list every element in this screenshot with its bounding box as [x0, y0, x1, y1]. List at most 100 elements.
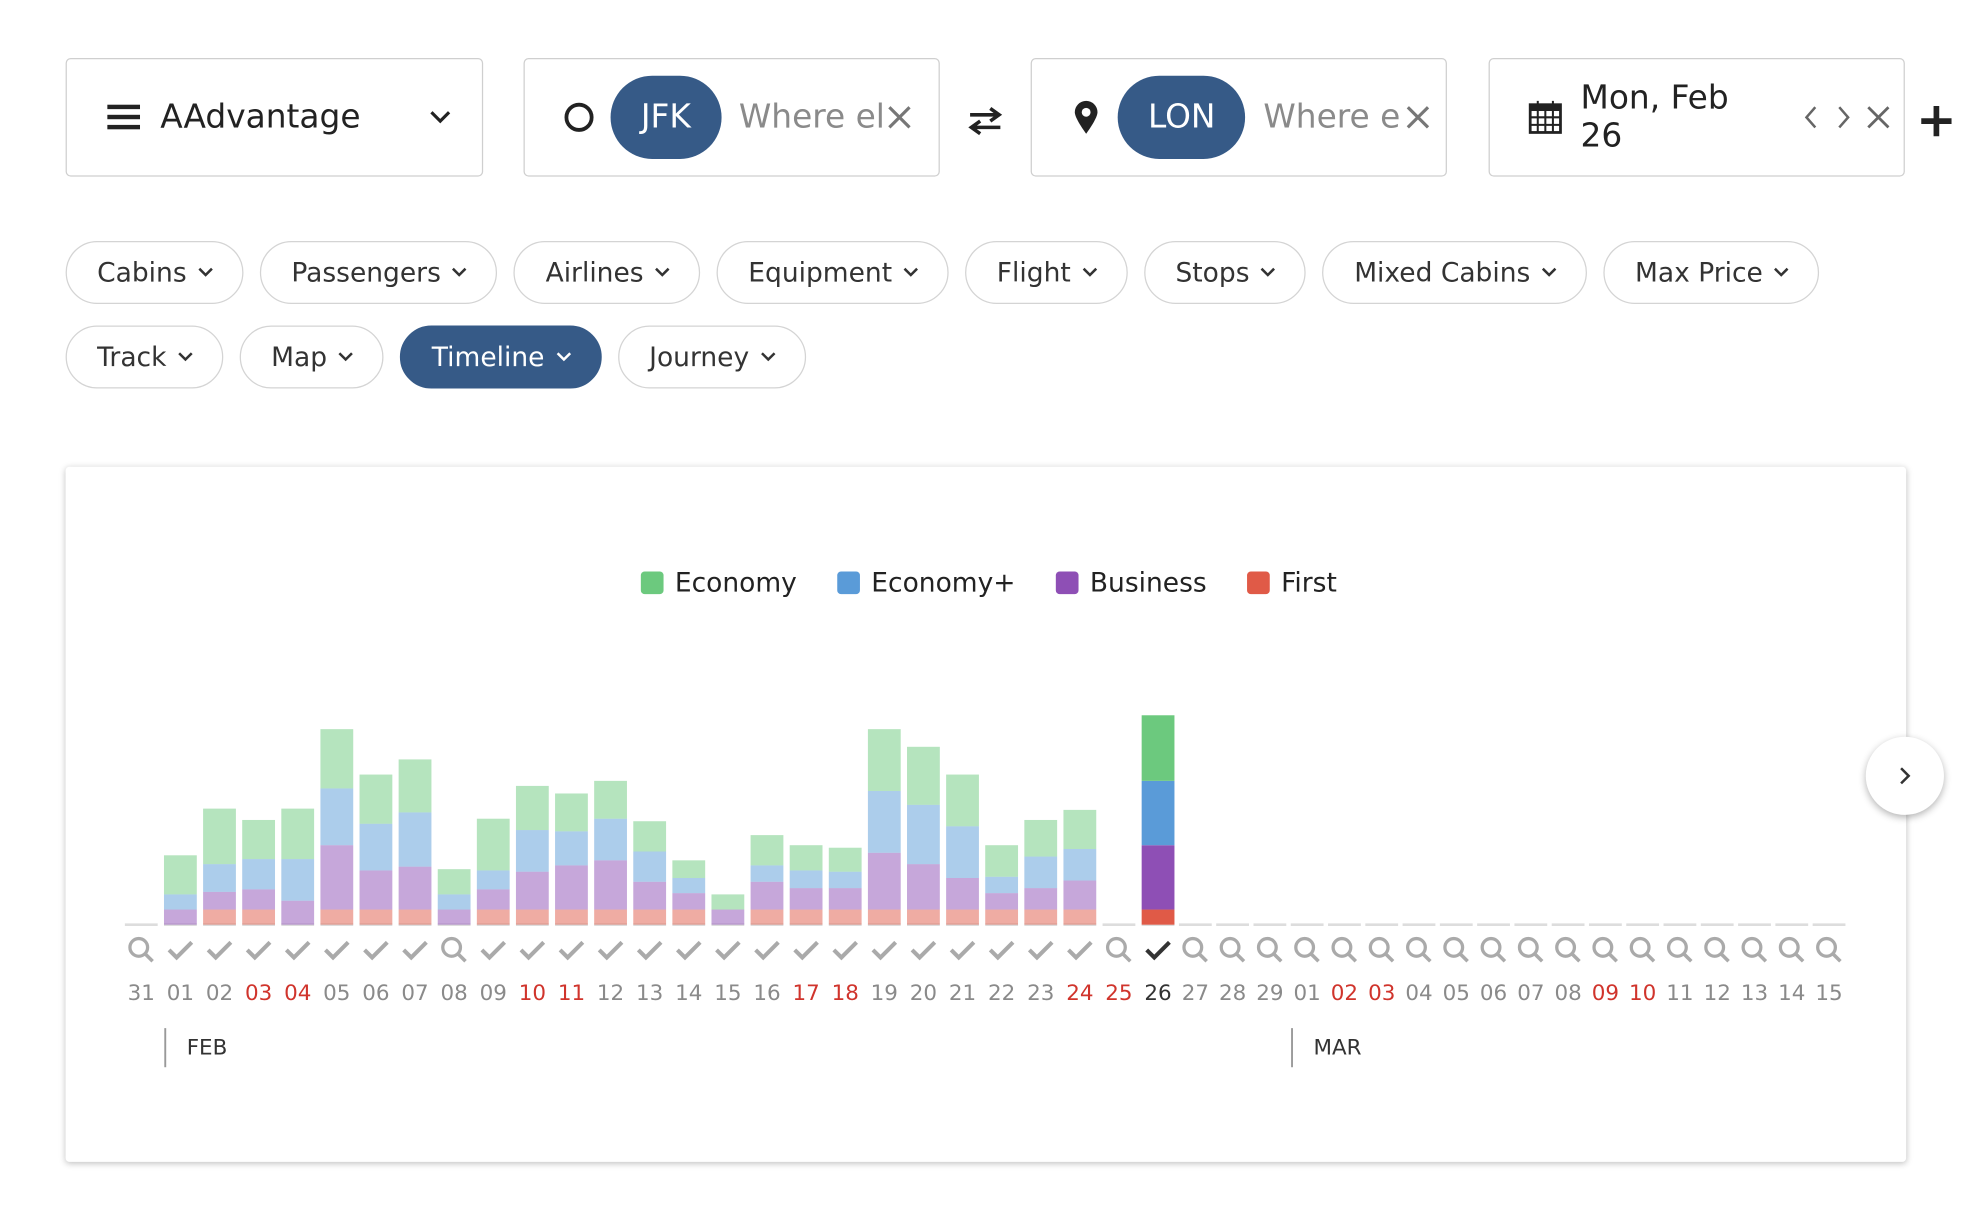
search-handle	[1384, 952, 1395, 963]
calendar-icon	[1528, 100, 1562, 134]
search-icon	[1517, 936, 1539, 958]
bar-segment	[750, 881, 784, 910]
bar-segment	[946, 774, 979, 827]
bar-segment	[594, 780, 627, 819]
clear-icon[interactable]	[1405, 105, 1430, 130]
search-icon	[1592, 936, 1614, 958]
bar-segment	[985, 893, 1019, 910]
day-icon	[1368, 936, 1395, 963]
filter-pill[interactable]: Map	[239, 325, 384, 389]
day-label: 12	[597, 981, 624, 1006]
bar-segment	[398, 812, 432, 867]
month-label: FEB	[187, 1035, 228, 1060]
legend-swatch	[640, 571, 664, 595]
chevron	[1774, 267, 1789, 277]
next-button[interactable]	[1865, 736, 1944, 815]
bar-segment	[633, 909, 667, 925]
day-icon	[636, 940, 663, 961]
bar-segment	[1063, 809, 1097, 849]
clear-icon[interactable]	[887, 105, 912, 130]
destination-placeholder: Where e	[1263, 98, 1401, 137]
filter-pill[interactable]: Stops	[1143, 240, 1307, 305]
bar-segment	[437, 909, 471, 925]
legend-swatch	[1055, 571, 1079, 595]
filter-pill[interactable]: Track	[65, 325, 224, 389]
origin-input[interactable]: JFK Where el	[523, 58, 940, 177]
bar-segment	[1141, 780, 1175, 846]
chevron	[338, 352, 354, 362]
day-label: 21	[949, 981, 976, 1006]
filter-pill[interactable]: Max Price	[1603, 240, 1820, 305]
search-handle	[1794, 952, 1805, 963]
day-label: 11	[1666, 981, 1693, 1006]
day-icon	[1294, 936, 1320, 963]
bar-segment	[437, 869, 471, 895]
filter-pill[interactable]: Flight	[965, 240, 1128, 305]
date-controls[interactable]	[1803, 103, 1904, 131]
bar-segment	[985, 845, 1019, 877]
bar-segment	[515, 785, 549, 831]
day-label: 22	[988, 981, 1015, 1006]
filter-pill[interactable]: Timeline	[400, 325, 602, 389]
bar-segment	[867, 790, 901, 853]
destination-input[interactable]: LON Where e	[1030, 58, 1447, 177]
origin-chip[interactable]: JFK	[610, 75, 722, 159]
origin-icon	[564, 102, 594, 132]
day-label: 18	[832, 981, 859, 1006]
day-icon	[1219, 936, 1246, 963]
destination-chip[interactable]: LON	[1117, 75, 1246, 159]
day-label: 09	[480, 981, 507, 1006]
search-icon	[441, 936, 463, 958]
bar-segment	[907, 909, 940, 925]
filter-pill[interactable]: Airlines	[514, 240, 701, 305]
day-icon	[1256, 936, 1283, 963]
bar-segment	[672, 893, 706, 910]
day-icon	[871, 940, 898, 961]
search-icon	[1666, 936, 1688, 958]
search-icon	[1256, 936, 1278, 958]
legend-label: First	[1281, 568, 1337, 599]
filter-pill[interactable]: Passengers	[259, 240, 498, 305]
chevron	[430, 111, 451, 124]
filter-pill[interactable]: Equipment	[716, 240, 949, 305]
bar-segment	[789, 870, 823, 889]
filter-label: Mixed Cabins	[1354, 257, 1531, 288]
check-icon	[636, 940, 663, 961]
bar-segment	[163, 894, 197, 910]
check-icon	[910, 940, 937, 961]
day-label: 09	[1592, 981, 1619, 1006]
check-icon	[363, 940, 389, 961]
bar-segment	[907, 804, 940, 865]
day-label: 12	[1704, 981, 1731, 1006]
date-input[interactable]: Mon, Feb 26	[1488, 58, 1905, 177]
filter-label: Equipment	[748, 257, 893, 288]
day-icon	[363, 940, 389, 961]
check-icon	[597, 940, 624, 961]
pin-icon	[1074, 100, 1098, 134]
bar-segment	[242, 889, 276, 910]
day-label: 05	[323, 981, 350, 1006]
filter-pill[interactable]: Cabins	[65, 240, 244, 305]
day-label: 24	[1066, 981, 1093, 1006]
filter-pill[interactable]: Journey	[617, 325, 806, 389]
bar-segment	[1024, 909, 1058, 925]
day-label: 14	[1778, 981, 1805, 1006]
check-icon	[793, 940, 819, 961]
day-icon	[988, 940, 1015, 961]
bar-segment	[476, 909, 510, 925]
day-icon	[206, 940, 233, 961]
filter-label: Timeline	[431, 341, 545, 373]
day-label: 10	[1629, 981, 1656, 1006]
swap-icon[interactable]	[968, 106, 1003, 136]
check-icon	[1067, 940, 1093, 961]
day-icon	[1105, 936, 1132, 963]
filter-pill[interactable]: Mixed Cabins	[1322, 240, 1588, 305]
bar-segment	[633, 881, 667, 910]
program-select[interactable]: AAdvantage	[65, 58, 484, 177]
bar-segment	[711, 894, 745, 910]
add-icon[interactable]	[1920, 105, 1953, 138]
bar-segment	[242, 859, 276, 890]
bar-segment	[398, 866, 432, 910]
check-icon	[167, 940, 194, 961]
day-label: 01	[167, 981, 194, 1006]
